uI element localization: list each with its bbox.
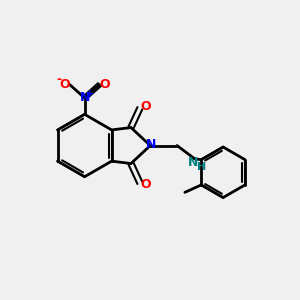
Text: H: H (197, 162, 206, 172)
Text: O: O (140, 178, 151, 191)
Text: O: O (59, 78, 70, 91)
Text: O: O (100, 78, 110, 91)
Text: -: - (57, 73, 62, 86)
Text: O: O (140, 100, 151, 113)
Text: +: + (86, 88, 94, 98)
Text: N: N (188, 156, 199, 169)
Text: N: N (146, 138, 156, 152)
Text: N: N (80, 92, 90, 104)
